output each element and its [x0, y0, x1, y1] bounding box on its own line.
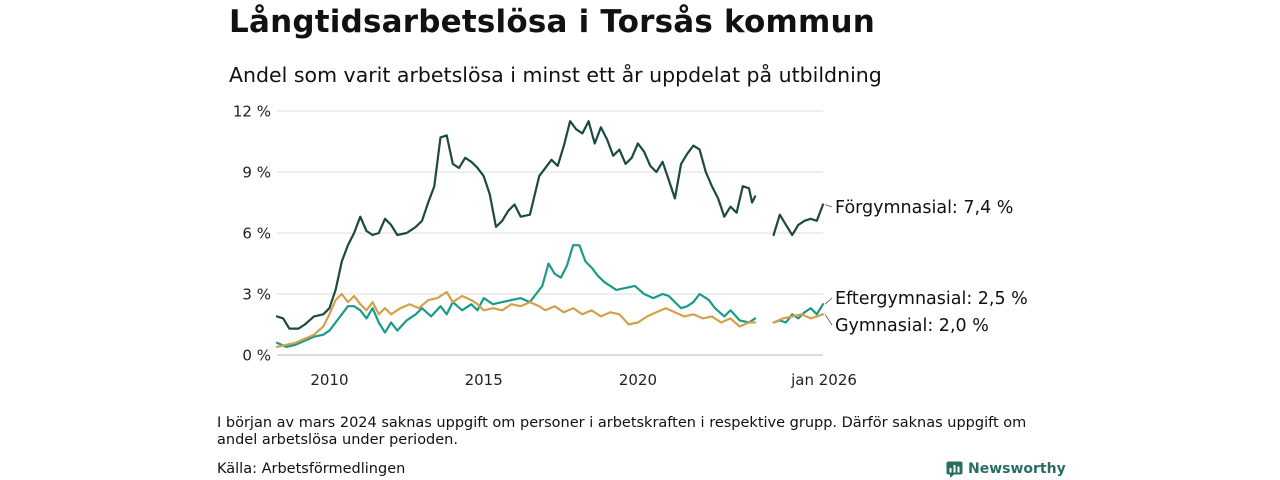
x-tick-label: 2015: [465, 371, 503, 389]
label-leader-line: [824, 297, 833, 305]
footnote: I början av mars 2024 saknas uppgift om …: [217, 415, 1027, 448]
y-tick-label: 0 %: [242, 347, 271, 365]
x-axis-ticks: 2010 2015 2020 jan 2026: [310, 371, 857, 389]
y-axis-ticks: 0 % 3 % 6 % 9 % 12 %: [233, 103, 271, 365]
y-tick-label: 3 %: [242, 286, 271, 304]
series-line-förgymnasial: [275, 120, 825, 330]
series-end-label-gymnasial: Gymnasial: 2,0 %: [835, 316, 989, 336]
series-end-label-förgymnasial: Förgymnasial: 7,4 %: [835, 198, 1013, 218]
series-line-gymnasial: [275, 290, 825, 348]
series-end-label-eftergymnasial: Eftergymnasial: 2,5 %: [835, 289, 1028, 309]
x-tick-label: 2020: [619, 371, 657, 389]
chart-subtitle: Andel som varit arbetslösa i minst ett å…: [229, 63, 882, 87]
newsworthy-logo: Newsworthy: [946, 459, 1066, 479]
grid-lines: [277, 110, 823, 356]
x-tick-label: jan 2026: [790, 371, 857, 389]
y-tick-label: 9 %: [242, 164, 271, 182]
bar-chart-icon: [946, 461, 963, 478]
series-lines: [275, 120, 825, 348]
source-credit: Källa: Arbetsförmedlingen: [217, 461, 406, 477]
y-tick-label: 12 %: [233, 103, 271, 121]
line-chart: 0 % 3 % 6 % 9 % 12 % 2010 2015 2020 jan 2026 Fö…: [233, 103, 1028, 390]
label-leader-line: [824, 314, 833, 326]
series-line-eftergymnasial: [275, 244, 825, 348]
x-tick-label: 2010: [310, 371, 348, 389]
label-leader-line: [824, 204, 833, 208]
y-tick-label: 6 %: [242, 225, 271, 243]
brand-name: Newsworthy: [968, 461, 1066, 477]
series-end-labels: Förgymnasial: 7,4 % Eftergymnasial: 2,5 %…: [824, 198, 1028, 336]
chart-title: Långtidsarbetslösa i Torsås kommun: [229, 4, 876, 40]
